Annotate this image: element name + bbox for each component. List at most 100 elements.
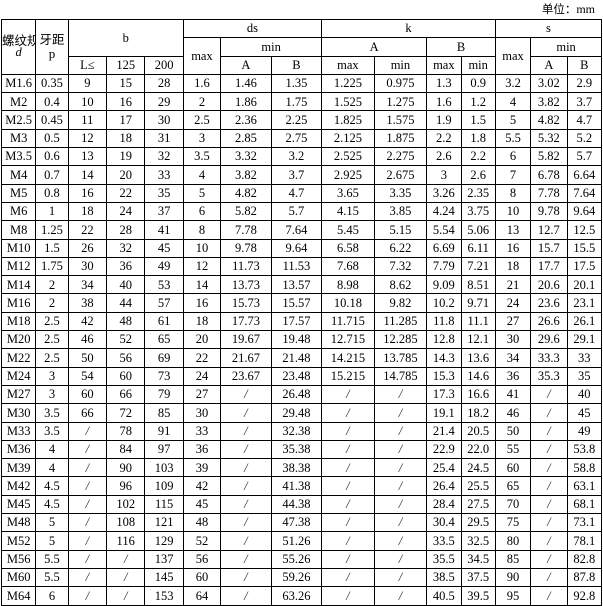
not-applicable-mark: /: [244, 460, 248, 475]
table-cell: /: [321, 384, 375, 405]
table-cell: 4: [494, 92, 532, 112]
bolt-dimension-table: 螺纹规格 d 牙距 p b ds k s max min A B max min…: [0, 18, 603, 606]
not-applicable-mark: /: [398, 570, 403, 585]
cell-thread-spec: M30: [0, 403, 37, 423]
table-cell: 1.225: [321, 73, 375, 94]
table-cell: 4.7: [566, 110, 603, 130]
not-applicable-mark: /: [398, 405, 403, 420]
table-cell: 33.5: [426, 531, 462, 551]
table-row: M12 1.75 30 36 49 12 11.73 11.53 7.68 7.32 7.79 7.2…: [0, 256, 603, 277]
table-cell: 33.3: [530, 348, 568, 368]
table-cell: 57: [144, 293, 184, 313]
header-ds-min: min: [220, 37, 323, 57]
table-cell: 35.38: [270, 439, 323, 460]
table-cell: 80: [494, 531, 532, 551]
table-cell: 15.73: [220, 293, 272, 313]
table-row: M33 3.5 / 78 91 33 / 32.38 / / 21.4 20.5 50 / 49: [0, 421, 603, 441]
not-applicable-mark: /: [85, 423, 90, 438]
table-cell: /: [220, 513, 272, 533]
not-applicable-mark: /: [244, 423, 248, 438]
header-k-a-min: min: [373, 55, 428, 75]
table-cell: 26: [67, 238, 108, 258]
table-cell: 9.09: [426, 275, 462, 295]
table-cell: /: [373, 549, 428, 569]
table-cell: 33: [566, 348, 603, 368]
cell-thread-spec: M4: [0, 165, 37, 185]
table-cell: 1.875: [373, 128, 428, 149]
not-applicable-mark: /: [244, 588, 248, 603]
table-cell: /: [530, 476, 568, 496]
not-applicable-mark: /: [123, 570, 128, 585]
cell-thread-spec: M39: [0, 458, 37, 478]
table-cell: 3.65: [321, 183, 375, 203]
cell-thread-spec: M24: [0, 366, 37, 386]
not-applicable-mark: /: [398, 533, 403, 548]
table-cell: 21.4: [426, 421, 462, 441]
table-cell: /: [220, 549, 272, 569]
header-thread-spec-label: 螺纹规格: [2, 33, 35, 49]
table-cell: 2.525: [321, 147, 375, 167]
not-applicable-mark: /: [85, 588, 90, 603]
not-applicable-mark: /: [346, 533, 350, 548]
cell-thread-spec: M2.5: [0, 110, 37, 130]
table-cell: /: [321, 458, 375, 478]
cell-thread-spec: M18: [0, 311, 37, 332]
unit-value: mm: [576, 2, 595, 16]
table-cell: 3.02: [530, 73, 568, 94]
header-thread-spec-var: d: [15, 44, 22, 59]
header-thread-spec: 螺纹规格 d: [0, 19, 37, 75]
table-cell: /: [321, 421, 375, 441]
table-cell: /: [220, 494, 272, 515]
not-applicable-mark: /: [244, 497, 248, 512]
table-cell: /: [321, 567, 375, 588]
cell-thread-spec: M33: [0, 421, 37, 441]
table-cell: 97: [144, 439, 184, 460]
table-cell: 1.5: [460, 110, 496, 130]
table-cell: /: [530, 513, 568, 533]
table-cell: 6: [182, 201, 222, 222]
table-cell: 38.5: [426, 567, 462, 588]
table-cell: 13.785: [373, 348, 428, 368]
table-cell: 153: [144, 586, 184, 606]
table-cell: 14.3: [426, 348, 462, 368]
table-cell: 27: [494, 311, 532, 332]
table-cell: 23.1: [566, 293, 603, 313]
table-cell: 2: [182, 92, 222, 112]
table-cell: 5.5: [494, 128, 532, 149]
table-cell: 115: [144, 494, 184, 515]
table-cell: /: [106, 567, 146, 588]
table-body: M1.6 0.35 9 15 28 1.6 1.46 1.35 1.225 0.975 1.3 0.9…: [0, 73, 603, 606]
table-row: M6 1 18 24 37 6 5.82 5.7 4.15 3.85 4.24 3.75 10 9.78 9…: [0, 201, 603, 222]
not-applicable-mark: /: [244, 442, 248, 457]
table-cell: 19.67: [220, 330, 272, 350]
cell-thread-spec: M22: [0, 348, 37, 368]
table-cell: 26.4: [426, 476, 462, 496]
table-cell: 25.4: [426, 458, 462, 478]
cell-thread-spec: M45: [0, 494, 37, 515]
table-cell: /: [373, 476, 428, 496]
table-cell: 30: [144, 110, 184, 130]
not-applicable-mark: /: [85, 533, 90, 548]
table-cell: 29.48: [270, 403, 323, 423]
table-cell: 4.7: [270, 183, 323, 203]
table-cell: 3.35: [373, 183, 428, 203]
table-cell: 18.2: [460, 403, 496, 423]
table-cell: /: [67, 439, 108, 460]
table-cell: 18: [182, 311, 222, 332]
table-cell: 65: [144, 330, 184, 350]
table-cell: 33: [144, 165, 184, 185]
table-cell: 15.215: [321, 366, 375, 386]
table-cell: /: [530, 549, 568, 569]
table-cell: 9.71: [460, 293, 496, 313]
header-row-1: 螺纹规格 d 牙距 p b ds k s: [0, 18, 603, 75]
table-cell: 2.36: [220, 110, 272, 130]
cell-thread-spec: M12: [0, 256, 37, 277]
table-cell: 44.38: [270, 494, 323, 515]
table-cell: 17.7: [530, 256, 568, 277]
table-cell: /: [373, 421, 428, 441]
table-row: M64 6 / / 153 64 / 63.26 / / 40.5 39.5 95 / 92.8: [0, 586, 603, 606]
table-cell: 60: [494, 458, 532, 478]
table-cell: 3: [182, 128, 222, 149]
table-cell: 121: [144, 513, 184, 533]
table-cell: 4: [35, 439, 69, 460]
